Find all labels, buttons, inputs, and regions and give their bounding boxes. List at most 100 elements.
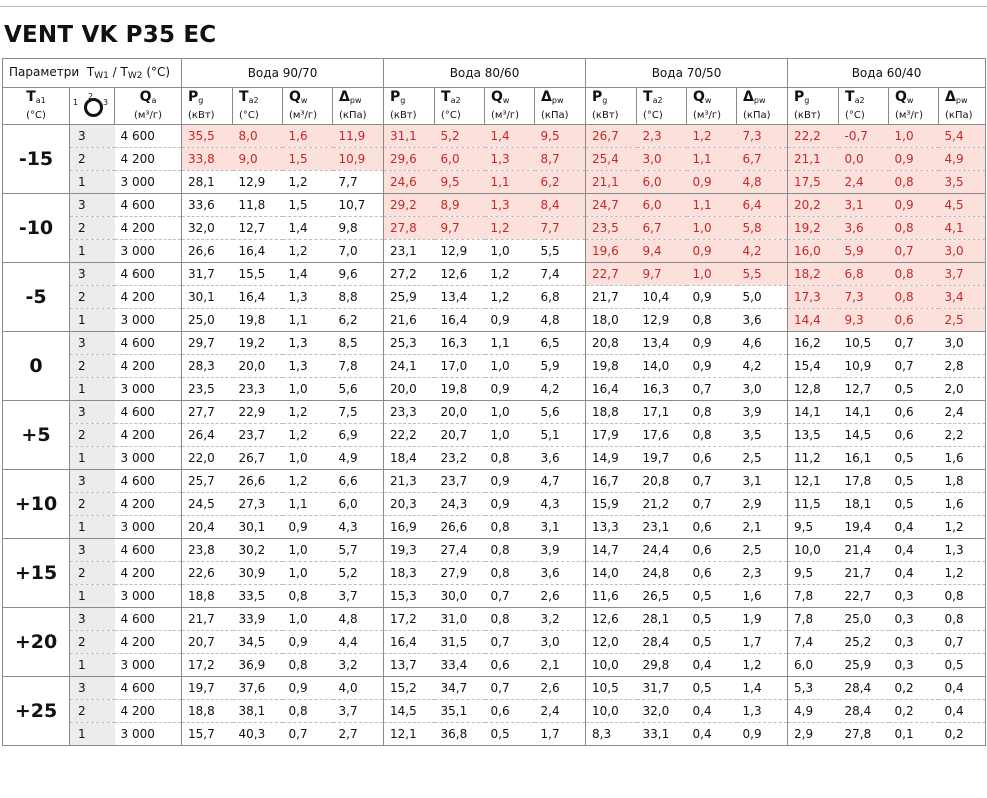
ta-header: Ta1 (°C) xyxy=(2,87,70,125)
value-cell: 16,3 xyxy=(434,331,485,355)
value-cell: 13,4 xyxy=(434,285,485,309)
airflow-value: 3 000 xyxy=(114,377,182,401)
value-cell: 1,1 xyxy=(686,147,737,171)
airflow-value: 4 200 xyxy=(114,561,182,585)
value-cell: 15,7 xyxy=(181,722,233,746)
header-row-groups: Параметри TW1 / TW2 (°C) Вода 90/70 Вода… xyxy=(1,58,987,88)
value-cell: 0,9 xyxy=(484,377,535,401)
value-cell: 4,8 xyxy=(736,170,788,194)
airflow-value: 3 000 xyxy=(114,653,182,677)
value-cell: 1,0 xyxy=(888,124,939,148)
value-cell: 4,0 xyxy=(332,676,384,700)
value-cell: 3,0 xyxy=(938,331,987,355)
value-cell: 9,5 xyxy=(434,170,485,194)
value-cell: 0,9 xyxy=(282,676,333,700)
value-cell: 10,0 xyxy=(585,653,637,677)
value-cell: 1,4 xyxy=(484,124,535,148)
value-cell: 13,7 xyxy=(383,653,435,677)
param-header: Qw (м³/г) xyxy=(484,87,536,125)
value-cell: 29,8 xyxy=(636,653,687,677)
value-cell: 3,0 xyxy=(736,377,788,401)
value-cell: 2,8 xyxy=(938,354,987,378)
value-cell: 1,2 xyxy=(282,469,333,493)
value-cell: 1,7 xyxy=(534,722,586,746)
value-cell: 29,2 xyxy=(383,193,435,217)
value-cell: 7,5 xyxy=(332,400,384,424)
value-cell: 7,7 xyxy=(332,170,384,194)
ta-value: +25 xyxy=(2,676,70,746)
value-cell: 1,0 xyxy=(484,354,535,378)
value-cell: 0,9 xyxy=(282,515,333,539)
value-cell: 1,4 xyxy=(282,262,333,286)
value-cell: 0,7 xyxy=(686,492,737,516)
value-cell: 16,4 xyxy=(232,285,283,309)
value-cell: 0,6 xyxy=(686,538,737,562)
value-cell: 12,6 xyxy=(585,607,637,631)
fan-speed-value: 2 xyxy=(69,630,115,654)
value-cell: 1,1 xyxy=(686,193,737,217)
value-cell: 32,0 xyxy=(636,699,687,723)
value-cell: 14,4 xyxy=(787,308,839,332)
value-cell: 3,1 xyxy=(736,469,788,493)
value-cell: 0,4 xyxy=(686,722,737,746)
value-cell: 0,4 xyxy=(888,515,939,539)
value-cell: 0,5 xyxy=(888,446,939,470)
top-rule xyxy=(0,6,987,7)
fan-speed-value: 1 xyxy=(69,584,115,608)
value-cell: 0,8 xyxy=(686,423,737,447)
value-cell: 6,0 xyxy=(636,170,687,194)
table-row: +5 3 4 600 27,7 22,9 1,2 7,5 23,3 20,0 1,0 5,6 18,8… xyxy=(2,400,987,470)
value-cell: 10,9 xyxy=(838,354,889,378)
value-cell: 0,6 xyxy=(686,561,737,585)
value-cell: 0,8 xyxy=(484,561,535,585)
value-cell: 4,7 xyxy=(534,469,586,493)
value-cell: 27,3 xyxy=(232,492,283,516)
value-cell: 19,6 xyxy=(585,239,637,263)
value-cell: 12,7 xyxy=(838,377,889,401)
value-cell: 22,0 xyxy=(181,446,233,470)
value-cell: 0,5 xyxy=(888,492,939,516)
value-cell: 0,4 xyxy=(686,653,737,677)
value-cell: 0,1 xyxy=(888,722,939,746)
value-cell: 23,3 xyxy=(383,400,435,424)
param-header: Qw (м³/г) xyxy=(686,87,738,125)
fan-speed-value: 2 xyxy=(69,699,115,723)
value-cell: 24,1 xyxy=(383,354,435,378)
value-cell: 0,7 xyxy=(888,354,939,378)
value-cell: 0,6 xyxy=(888,400,939,424)
fan-speed-value: 1 xyxy=(69,377,115,401)
value-cell: 16,2 xyxy=(787,331,839,355)
value-cell: 27,9 xyxy=(434,561,485,585)
value-cell: 23,5 xyxy=(181,377,233,401)
value-cell: 21,1 xyxy=(787,147,839,171)
value-cell: 31,5 xyxy=(434,630,485,654)
value-cell: 1,2 xyxy=(282,170,333,194)
value-cell: 3,6 xyxy=(838,216,889,240)
value-cell: 6,7 xyxy=(736,147,788,171)
value-cell: 16,3 xyxy=(636,377,687,401)
value-cell: 12,9 xyxy=(636,308,687,332)
value-cell: 2,4 xyxy=(938,400,987,424)
value-cell: 0,6 xyxy=(686,515,737,539)
value-cell: 6,0 xyxy=(332,492,384,516)
value-cell: 0,7 xyxy=(686,469,737,493)
value-cell: 4,4 xyxy=(332,630,384,654)
value-cell: 14,5 xyxy=(383,699,435,723)
ta-value: +10 xyxy=(2,469,70,539)
value-cell: 0,3 xyxy=(888,653,939,677)
value-cell: 1,0 xyxy=(282,561,333,585)
airflow-value: 4 600 xyxy=(114,538,182,562)
value-cell: 1,3 xyxy=(282,354,333,378)
value-cell: 20,0 xyxy=(383,377,435,401)
airflow-value: 4 600 xyxy=(114,607,182,631)
airflow-value: 4 600 xyxy=(114,676,182,700)
value-cell: 23,7 xyxy=(232,423,283,447)
value-cell: 0,2 xyxy=(888,676,939,700)
value-cell: 16,4 xyxy=(585,377,637,401)
value-cell: 7,0 xyxy=(332,239,384,263)
param-header: Pg (кВт) xyxy=(787,87,840,125)
